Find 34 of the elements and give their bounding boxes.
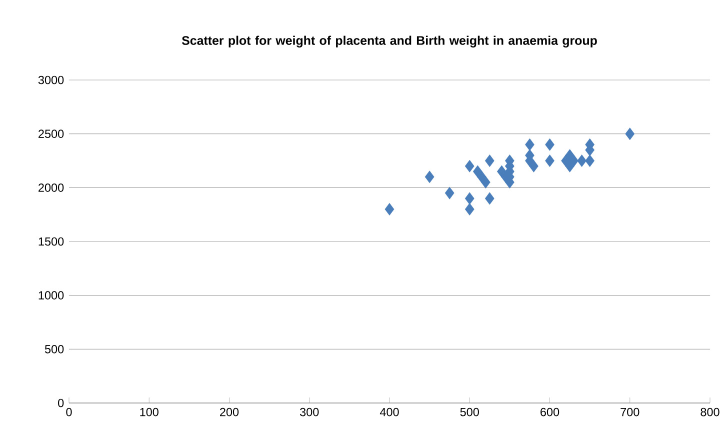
x-tick-label: 700 (620, 408, 640, 416)
point (481, 176, 490, 188)
point (464, 192, 474, 205)
y-tick-label: 0 (58, 398, 64, 408)
y-tick-label: 500 (44, 345, 64, 354)
x-tick-label: 0 (66, 408, 72, 416)
point (577, 154, 586, 167)
chart-title: Scatter plot for weight of placenta and Birth weight in anaemia group (182, 36, 597, 48)
x-tick-label: 300 (300, 408, 319, 416)
point (525, 138, 534, 151)
y-tick-label: 2000 (38, 184, 64, 192)
point (384, 203, 394, 216)
point (485, 154, 494, 167)
y-tick-label: 1000 (38, 291, 64, 300)
point (545, 138, 554, 151)
point (485, 192, 494, 205)
point (444, 186, 454, 200)
y-tick-label: 3000 (38, 76, 64, 84)
point (529, 160, 538, 172)
point (464, 160, 474, 172)
point (545, 154, 554, 167)
x-tick-label: 800 (700, 408, 720, 416)
point (625, 128, 635, 140)
point (424, 170, 434, 183)
x-tick-label: 200 (220, 408, 239, 416)
x-tick-label: 500 (460, 408, 479, 416)
point (569, 154, 578, 167)
point (585, 154, 594, 167)
x-tick-label: 400 (380, 408, 399, 416)
point (464, 203, 474, 216)
x-tick-label: 600 (540, 408, 560, 416)
x-tick-label: 100 (140, 408, 158, 416)
y-tick-label: 1500 (38, 237, 64, 246)
y-tick-label: 2500 (38, 130, 64, 138)
